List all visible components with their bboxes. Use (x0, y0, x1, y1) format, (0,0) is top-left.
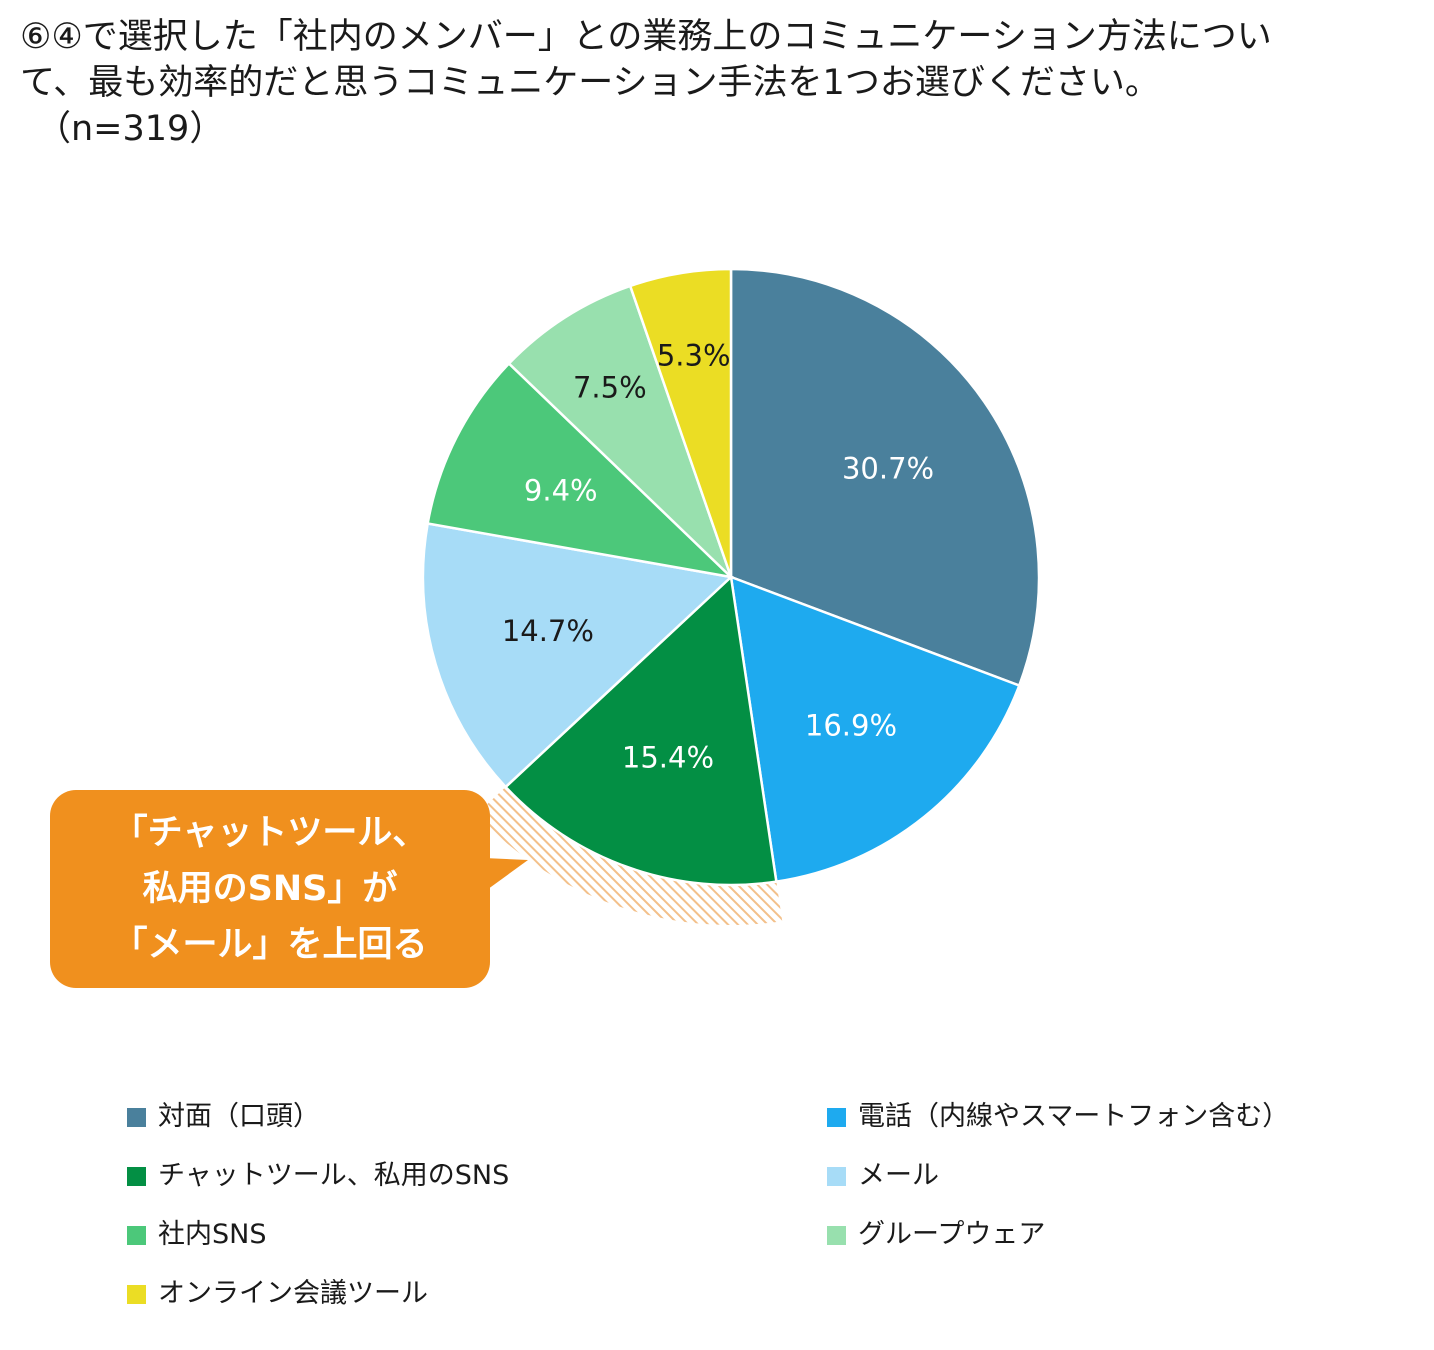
pie-slice (729, 267, 1041, 688)
question-line-1: ⑥④で選択した「社内のメンバー」との業務上のコミュニケーション方法につい (20, 17, 1272, 57)
slice-data-label: 9.4% (524, 473, 598, 507)
pie-slice (421, 522, 734, 789)
callout-line-2: 私用のSNS」が (142, 869, 398, 909)
callout-line-3: 「メール」を上回る (112, 925, 428, 965)
callout-pointer (484, 858, 528, 892)
slice-data-label: 14.7% (502, 614, 594, 648)
question-line-2: て、最も効率的だと思うコミュニケーション手法を1つお選びください。 (20, 63, 1160, 103)
question-text: ⑥④で選択した「社内のメンバー」との業務上のコミュニケーション方法につい て、最… (20, 14, 1420, 152)
pie-slice (507, 284, 733, 578)
pie-slice (426, 361, 735, 579)
pie-slice (503, 574, 778, 887)
callout-box: 「チャットツール、 私用のSNS」が 「メール」を上回る (50, 790, 490, 988)
pie-slice (729, 575, 1021, 884)
slice-data-label: 7.5% (573, 371, 647, 405)
slice-data-label: 15.4% (622, 740, 714, 774)
sample-size-label: （n=319） (36, 109, 225, 149)
pie-slice (628, 267, 733, 578)
slice-data-label: 5.3% (657, 338, 731, 372)
callout-line-1: 「チャットツール、 (112, 813, 428, 853)
slice-data-label: 16.9% (805, 709, 897, 743)
highlight-band (476, 786, 783, 925)
slice-data-label: 30.7% (842, 451, 934, 485)
